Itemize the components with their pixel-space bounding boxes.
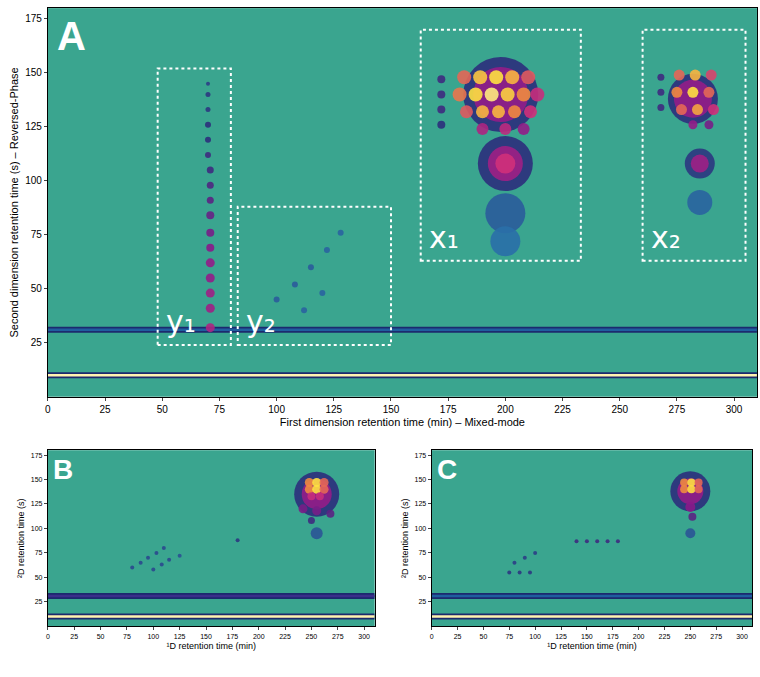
svg-text:25: 25 bbox=[35, 598, 43, 605]
svg-text:100: 100 bbox=[147, 633, 159, 640]
svg-text:125: 125 bbox=[415, 500, 427, 507]
svg-text:250: 250 bbox=[306, 633, 318, 640]
svg-text:125: 125 bbox=[25, 121, 42, 132]
svg-text:x₁: x₁ bbox=[429, 220, 459, 255]
svg-text:175: 175 bbox=[31, 452, 43, 459]
svg-text:First dimension retention time: First dimension retention time (min) – M… bbox=[280, 416, 525, 428]
svg-text:225: 225 bbox=[554, 404, 571, 415]
svg-text:50: 50 bbox=[157, 404, 169, 415]
svg-text:150: 150 bbox=[383, 404, 400, 415]
svg-text:0: 0 bbox=[46, 633, 50, 640]
svg-text:¹D retention time (min): ¹D retention time (min) bbox=[547, 641, 637, 651]
svg-text:¹D retention time (min): ¹D retention time (min) bbox=[167, 641, 257, 651]
svg-text:150: 150 bbox=[31, 476, 43, 483]
svg-text:125: 125 bbox=[555, 633, 567, 640]
svg-text:25: 25 bbox=[454, 633, 462, 640]
svg-text:25: 25 bbox=[99, 404, 111, 415]
svg-text:225: 225 bbox=[659, 633, 671, 640]
svg-text:300: 300 bbox=[358, 633, 370, 640]
svg-text:150: 150 bbox=[200, 633, 212, 640]
svg-text:75: 75 bbox=[35, 549, 43, 556]
svg-text:300: 300 bbox=[726, 404, 743, 415]
svg-text:100: 100 bbox=[25, 175, 42, 186]
svg-text:175: 175 bbox=[440, 404, 457, 415]
svg-text:175: 175 bbox=[25, 13, 42, 24]
svg-text:50: 50 bbox=[418, 574, 426, 581]
svg-text:25: 25 bbox=[418, 598, 426, 605]
svg-text:0: 0 bbox=[430, 633, 434, 640]
svg-text:250: 250 bbox=[684, 633, 696, 640]
svg-text:25: 25 bbox=[31, 337, 43, 348]
svg-text:100: 100 bbox=[529, 633, 541, 640]
svg-text:25: 25 bbox=[70, 633, 78, 640]
svg-text:250: 250 bbox=[611, 404, 628, 415]
svg-text:150: 150 bbox=[25, 67, 42, 78]
svg-text:100: 100 bbox=[268, 404, 285, 415]
svg-text:175: 175 bbox=[227, 633, 239, 640]
svg-text:225: 225 bbox=[279, 633, 291, 640]
svg-text:200: 200 bbox=[253, 633, 265, 640]
svg-text:275: 275 bbox=[669, 404, 686, 415]
svg-text:75: 75 bbox=[505, 633, 513, 640]
svg-text:50: 50 bbox=[31, 283, 43, 294]
svg-text:125: 125 bbox=[31, 500, 43, 507]
svg-text:300: 300 bbox=[736, 633, 748, 640]
svg-text:x₂: x₂ bbox=[651, 220, 681, 255]
svg-text:75: 75 bbox=[418, 549, 426, 556]
svg-text:y₁: y₁ bbox=[166, 304, 196, 339]
svg-text:175: 175 bbox=[607, 633, 619, 640]
svg-text:²D retention time (s): ²D retention time (s) bbox=[16, 498, 26, 578]
svg-text:125: 125 bbox=[325, 404, 342, 415]
svg-text:150: 150 bbox=[581, 633, 593, 640]
svg-text:B: B bbox=[53, 454, 73, 485]
svg-text:50: 50 bbox=[480, 633, 488, 640]
svg-text:²D retention time (s): ²D retention time (s) bbox=[400, 498, 410, 578]
svg-text:150: 150 bbox=[415, 476, 427, 483]
svg-text:175: 175 bbox=[415, 452, 427, 459]
svg-text:75: 75 bbox=[214, 404, 226, 415]
svg-text:100: 100 bbox=[31, 525, 43, 532]
svg-text:100: 100 bbox=[415, 525, 427, 532]
svg-text:75: 75 bbox=[123, 633, 131, 640]
svg-text:275: 275 bbox=[332, 633, 344, 640]
svg-text:275: 275 bbox=[710, 633, 722, 640]
svg-text:200: 200 bbox=[497, 404, 514, 415]
svg-text:50: 50 bbox=[97, 633, 105, 640]
svg-text:75: 75 bbox=[31, 229, 43, 240]
svg-text:C: C bbox=[437, 454, 457, 485]
svg-text:50: 50 bbox=[35, 574, 43, 581]
svg-text:y₂: y₂ bbox=[246, 304, 276, 339]
svg-text:Second dimension retention tim: Second dimension retention time (s) – Re… bbox=[8, 67, 20, 337]
svg-text:0: 0 bbox=[45, 404, 51, 415]
svg-text:200: 200 bbox=[633, 633, 645, 640]
svg-text:125: 125 bbox=[174, 633, 186, 640]
svg-text:A: A bbox=[57, 14, 86, 58]
